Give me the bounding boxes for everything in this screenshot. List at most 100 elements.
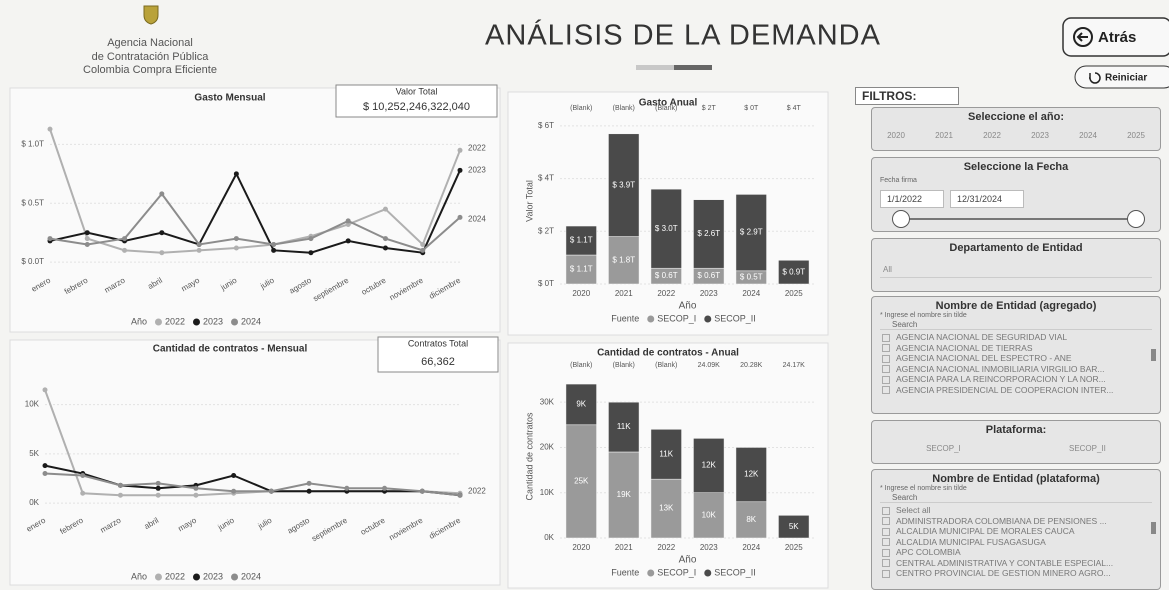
data-point	[382, 206, 388, 212]
filter-title: Nombre de Entidad (agregado)	[935, 300, 1097, 312]
bar-value-label: 12K	[744, 470, 759, 479]
bar-segment	[735, 194, 767, 272]
card-value: 66,362	[421, 356, 455, 368]
legend: Año 2022 2023 2024	[131, 571, 261, 581]
bar-segment	[608, 236, 640, 285]
platform-option[interactable]: SECOP_I	[926, 444, 961, 453]
legend-label: SECOP_II	[714, 567, 756, 577]
filter-title: Seleccione la Fecha	[963, 161, 1069, 173]
bar-value-label: 5K	[789, 522, 799, 531]
series-line	[44, 472, 461, 497]
list-item[interactable]: CENTRAL ADMINISTRATIVA Y CONTABLE ESPECI…	[882, 558, 1160, 569]
x-tick-label: 2021	[615, 543, 633, 552]
bar-value-label: 9K	[576, 400, 586, 409]
legend-marker	[704, 569, 712, 577]
date-end[interactable]: 12/31/2024	[950, 190, 1024, 208]
reset-button[interactable]: Reiniciar	[1074, 65, 1169, 89]
bar-value-label: $ 0.6T	[655, 271, 678, 280]
search-box[interactable]: Search	[880, 320, 1152, 330]
slider-handle[interactable]	[1127, 210, 1145, 228]
bar-value-label: 11K	[617, 422, 631, 431]
top-label: 24.17K	[783, 362, 806, 369]
data-point	[122, 247, 128, 253]
year-option[interactable]: 2024	[1079, 131, 1097, 140]
year-option[interactable]: 2025	[1127, 131, 1145, 140]
year-option[interactable]: 2021	[935, 131, 953, 140]
data-point	[344, 485, 350, 491]
data-point	[196, 247, 202, 253]
bar-segment	[608, 451, 640, 539]
year-option[interactable]: 2023	[1031, 131, 1049, 140]
legend-label: SECOP_II	[714, 313, 756, 323]
platform-option[interactable]: SECOP_II	[1068, 444, 1106, 453]
y-tick-label: $ 0.5T	[21, 198, 44, 207]
legend-label: 2024	[241, 571, 261, 581]
list-item[interactable]: APC COLOMBIA	[882, 547, 1160, 558]
legend-title: Año	[131, 571, 147, 581]
back-label[interactable]: Atrás	[1098, 29, 1136, 46]
panel	[9, 339, 501, 586]
legend-marker	[647, 569, 655, 577]
list-item[interactable]: AGENCIA NACIONAL DEL ESPECTRO - ANE	[882, 353, 1160, 364]
series-line	[49, 128, 461, 254]
data-point	[457, 492, 463, 498]
bar-value-label: $ 3.9T	[612, 180, 635, 189]
dropdown[interactable]: All	[880, 262, 1152, 278]
bar-value-label: $ 2.6T	[697, 229, 720, 238]
data-point	[47, 236, 53, 242]
back-button[interactable]: Atrás	[1062, 17, 1169, 57]
x-tick-label: 2020	[572, 289, 590, 298]
data-point	[382, 485, 388, 491]
bar-value-label: $ 1.8T	[612, 255, 635, 264]
list-item[interactable]: ALCALDIA MUNICIPAL DE MORALES CAUCA	[882, 526, 1160, 537]
bar-segment	[650, 188, 682, 269]
top-label: (Blank)	[655, 362, 677, 369]
chart-title: Gasto Mensual	[194, 93, 265, 104]
top-label: (Blank)	[570, 105, 592, 112]
year-option[interactable]: 2020	[887, 131, 905, 140]
list-item[interactable]: AGENCIA NACIONAL DE SEGURIDAD VIAL	[882, 332, 1160, 343]
date-start[interactable]: 1/1/2022	[880, 190, 944, 208]
year-option[interactable]: 2022	[983, 131, 1001, 140]
bar-segment	[565, 383, 597, 426]
logo-line: Agencia Nacional	[107, 37, 193, 49]
slider-track	[902, 218, 1132, 220]
data-point	[233, 171, 239, 177]
filter-title: Nombre de Entidad (plataforma)	[932, 473, 1100, 485]
data-point	[420, 247, 426, 253]
bar-segment	[693, 438, 725, 493]
legend-label: SECOP_I	[657, 567, 696, 577]
data-point	[193, 485, 199, 491]
list-item[interactable]: ADMINISTRADORA COLOMBIANA DE PENSIONES .…	[882, 516, 1160, 527]
data-point	[84, 241, 90, 247]
bar-segment	[693, 492, 725, 539]
bar-segment	[778, 515, 810, 539]
list-item[interactable]: AGENCIA NACIONAL INMOBILIARIA VIRGILIO B…	[882, 364, 1160, 375]
slider-handle[interactable]	[892, 210, 910, 228]
x-tick-label: 2023	[700, 543, 718, 552]
legend-marker	[192, 573, 200, 581]
bar-segment	[650, 429, 682, 480]
reset-label[interactable]: Reiniciar	[1105, 73, 1147, 84]
x-tick-label: 2022	[657, 289, 675, 298]
list-item[interactable]: ALCALDIA MUNICIPAL FUSAGASUGA	[882, 537, 1160, 548]
legend-marker	[192, 318, 200, 326]
list-item[interactable]: AGENCIA PARA LA REINCORPORACION Y LA NOR…	[882, 374, 1160, 385]
end-label: 2022	[468, 143, 486, 152]
top-label: (Blank)	[613, 105, 635, 112]
list-item[interactable]: AGENCIA PRESIDENCIAL DE COOPERACION INTE…	[882, 385, 1160, 396]
legend-label: 2022	[165, 571, 185, 581]
list-item[interactable]: Select all	[882, 505, 1160, 516]
bar-segment	[565, 254, 597, 285]
back-button-frame[interactable]	[1062, 17, 1169, 57]
series-line	[49, 192, 461, 252]
bar-value-label: 13K	[659, 504, 674, 513]
list-item[interactable]: CENTRO PROVINCIAL DE GESTION MINERO AGRO…	[882, 568, 1160, 579]
data-point	[159, 250, 165, 256]
list-item[interactable]: AGENCIA NACIONAL DE TIERRAS	[882, 343, 1160, 354]
y-tick-label: $ 0.0T	[21, 257, 44, 266]
legend-label: 2022	[165, 316, 185, 326]
card-label: Contratos Total	[408, 338, 468, 348]
search-box[interactable]: Search	[880, 493, 1152, 503]
